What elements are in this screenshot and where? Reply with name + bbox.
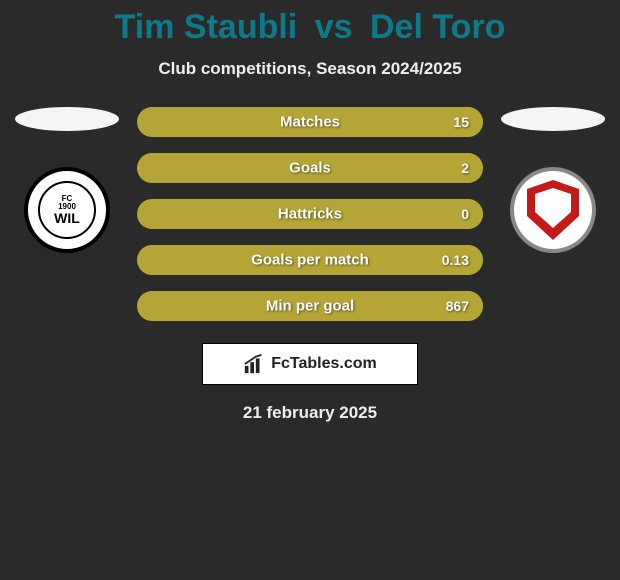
club-left-line3: WIL — [54, 211, 80, 225]
stat-bar-matches: Matches 15 — [137, 107, 483, 137]
stat-label: Goals per match — [251, 252, 369, 269]
stat-bar-goals: Goals 2 — [137, 153, 483, 183]
widget-container: Tim Staubli vs Del Toro Club competition… — [0, 0, 620, 423]
main-row: FC 1900 WIL Matches 15 Goals 2 — [0, 107, 620, 321]
stat-label: Min per goal — [266, 298, 354, 315]
right-side — [501, 107, 605, 253]
subtitle: Club competitions, Season 2024/2025 — [0, 59, 620, 79]
stat-label: Hattricks — [278, 206, 342, 223]
player2-avatar-placeholder — [501, 107, 605, 131]
stat-right-value: 15 — [453, 114, 469, 130]
chart-icon — [243, 353, 265, 375]
club-badge-left-inner: FC 1900 WIL — [38, 181, 96, 239]
club-badge-left: FC 1900 WIL — [24, 167, 110, 253]
player1-name: Tim Staubli — [115, 8, 298, 46]
stat-bar-mpg: Min per goal 867 — [137, 291, 483, 321]
brand-text: FcTables.com — [271, 355, 377, 373]
stat-right-value: 2 — [461, 160, 469, 176]
stats-column: Matches 15 Goals 2 Hattricks 0 Goals per… — [137, 107, 483, 321]
player2-name: Del Toro — [370, 8, 505, 46]
stat-bar-hattricks: Hattricks 0 — [137, 199, 483, 229]
left-side: FC 1900 WIL — [15, 107, 119, 253]
shield-icon — [527, 180, 579, 240]
club-badge-right — [510, 167, 596, 253]
stat-label: Goals — [289, 160, 331, 177]
stat-label: Matches — [280, 114, 340, 131]
brand-box[interactable]: FcTables.com — [202, 343, 418, 385]
stat-right-value: 0.13 — [442, 252, 469, 268]
player1-avatar-placeholder — [15, 107, 119, 131]
vs-text: vs — [315, 8, 353, 46]
stat-bar-gpm: Goals per match 0.13 — [137, 245, 483, 275]
date-text: 21 february 2025 — [0, 403, 620, 423]
comparison-title: Tim Staubli vs Del Toro — [0, 8, 620, 47]
stat-right-value: 0 — [461, 206, 469, 222]
stat-right-value: 867 — [446, 298, 469, 314]
